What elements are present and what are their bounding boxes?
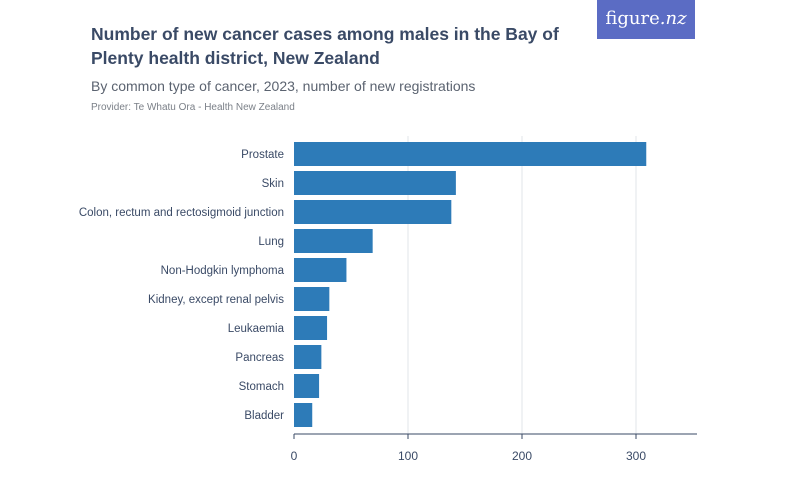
category-label: Non-Hodgkin lymphoma <box>161 265 285 277</box>
bar <box>294 142 647 166</box>
bar <box>294 316 328 340</box>
brand-name: figure <box>605 8 660 29</box>
x-tick-label: 200 <box>512 449 532 463</box>
category-label: Bladder <box>244 410 284 422</box>
figure-nz-logo[interactable]: figure.nz <box>597 0 695 39</box>
category-label: Leukaemia <box>228 323 285 335</box>
bar <box>294 374 320 398</box>
category-label: Skin <box>262 178 284 190</box>
bar <box>294 258 347 282</box>
category-label: Pancreas <box>235 352 284 364</box>
category-label: Prostate <box>241 149 284 161</box>
data-provider: Provider: Te Whatu Ora - Health New Zeal… <box>91 102 295 113</box>
category-label: Colon, rectum and rectosigmoid junction <box>79 207 284 219</box>
category-label: Stomach <box>239 381 284 393</box>
bar <box>294 200 452 224</box>
bar <box>294 287 330 311</box>
bar <box>294 345 322 369</box>
x-tick-label: 300 <box>626 449 646 463</box>
chart-subtitle: By common type of cancer, 2023, number o… <box>91 78 476 94</box>
bars <box>294 142 647 427</box>
category-labels: Prostate Skin Colon, rectum and rectosigmo… <box>79 149 285 422</box>
x-tick-label: 100 <box>398 449 418 463</box>
chart-title: Number of new cancer cases among males i… <box>91 24 559 68</box>
x-tick-label: 0 <box>291 449 298 463</box>
bar <box>294 403 313 427</box>
bar <box>294 171 456 195</box>
category-label: Lung <box>258 236 284 248</box>
brand-suffix: .nz <box>659 8 687 29</box>
category-label: Kidney, except renal pelvis <box>148 294 284 306</box>
x-axis: 0 100 200 300 <box>291 433 697 463</box>
bar <box>294 229 373 253</box>
